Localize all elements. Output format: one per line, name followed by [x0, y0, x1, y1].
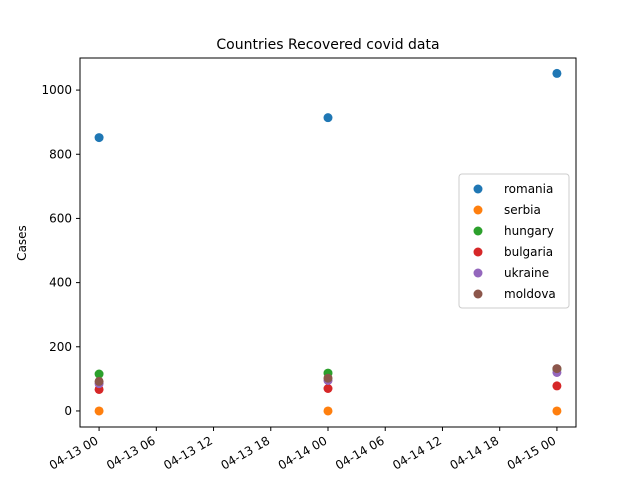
point-hungary: [94, 369, 104, 379]
legend-label-ukraine: ukraine: [504, 266, 549, 280]
y-tick-label: 1000: [41, 83, 72, 97]
legend-label-serbia: serbia: [504, 203, 541, 217]
legend-marker-ukraine: [473, 268, 483, 278]
point-romania: [94, 133, 104, 143]
legend-marker-romania: [473, 184, 483, 194]
y-tick-label: 0: [64, 404, 72, 418]
y-tick-label: 200: [49, 340, 72, 354]
legend-marker-serbia: [473, 205, 483, 215]
legend-marker-bulgaria: [473, 247, 483, 257]
point-moldova: [94, 376, 104, 386]
chart-title: Countries Recovered covid data: [216, 37, 439, 53]
point-moldova: [552, 364, 562, 374]
y-tick-label: 600: [49, 211, 72, 225]
y-tick-label: 400: [49, 276, 72, 290]
legend-label-romania: romania: [504, 182, 553, 196]
legend-marker-moldova: [473, 289, 483, 299]
y-axis-label: Cases: [15, 225, 29, 261]
point-serbia: [323, 406, 333, 416]
y-tick-label: 800: [49, 147, 72, 161]
legend-marker-hungary: [473, 226, 483, 236]
legend-label-moldova: moldova: [504, 287, 556, 301]
legend-box: [458, 173, 570, 309]
point-romania: [323, 113, 333, 123]
point-moldova: [323, 373, 333, 383]
point-serbia: [94, 406, 104, 416]
point-serbia: [552, 406, 562, 416]
legend-label-hungary: hungary: [504, 224, 554, 238]
legend-label-bulgaria: bulgaria: [504, 245, 553, 259]
point-romania: [552, 68, 562, 78]
point-bulgaria: [323, 383, 333, 393]
point-bulgaria: [552, 381, 562, 391]
